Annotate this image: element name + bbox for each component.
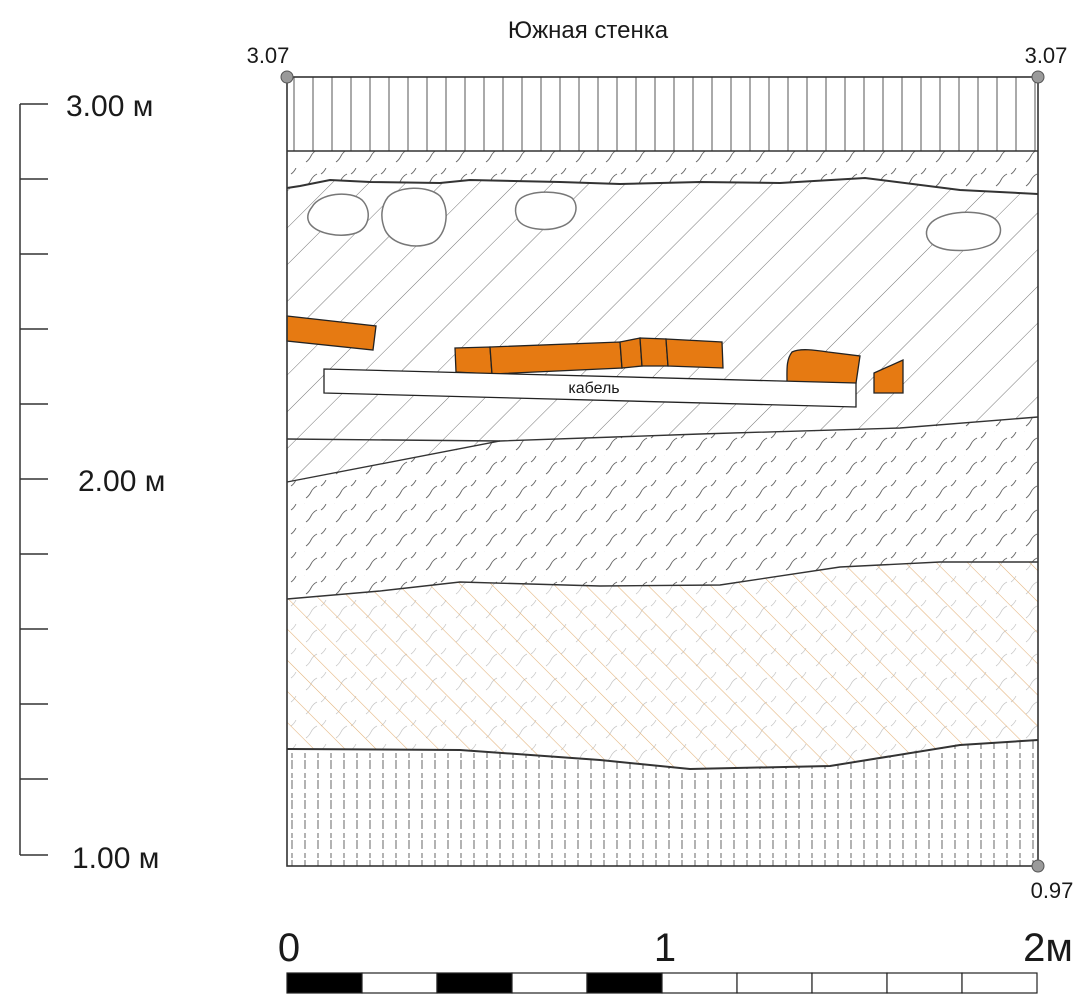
drawing-title: Южная стенка [508,17,669,44]
stone-3 [514,191,577,231]
brick-3 [489,341,623,375]
layer-topsoil [287,77,1038,151]
brick-7 [786,349,861,391]
layer-wavy-middle [287,417,1038,599]
scale-label-0: 0 [278,926,300,970]
marker-top-left [280,70,294,84]
stones [307,187,1002,252]
layer-bottom-dashed [287,740,1038,866]
layer-clay [287,562,1038,769]
scale-label-2m: 2м [1023,926,1073,970]
cable: кабель [323,368,857,408]
brick-6 [665,338,724,369]
brick-8 [873,358,904,394]
stone-2 [381,187,447,247]
depth-scale [19,103,48,856]
depth-label-300: 3.00 м [66,90,153,123]
scale-bar [286,972,1038,994]
bricks [286,315,904,394]
scale-label-1: 1 [654,926,676,970]
brick-2 [454,346,493,375]
cable-label: кабель [568,380,619,397]
brick-4 [619,337,643,369]
profile-frame [286,76,1039,867]
depth-label-100: 1.00 м [72,842,159,875]
layer-boundaries [286,150,1039,771]
stone-4 [925,211,1002,252]
marker-label-top-right: 3.07 [1025,43,1068,68]
layer-wavy-upper [287,151,1038,194]
depth-label-200: 2.00 м [78,465,165,498]
stone-1 [307,193,369,236]
marker-label-bottom-right: 0.97 [1031,878,1074,903]
marker-label-top-left: 3.07 [247,43,290,68]
benchmark-markers [280,70,1045,873]
brick-5 [639,337,669,367]
marker-top-right [1031,70,1045,84]
marker-bottom-right [1031,859,1045,873]
